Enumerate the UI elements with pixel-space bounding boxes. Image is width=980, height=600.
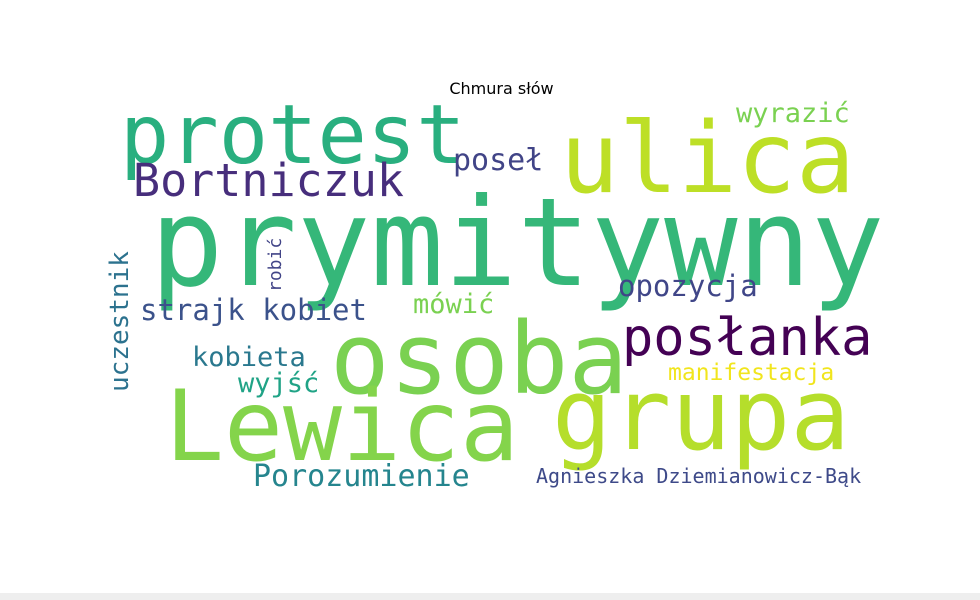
cloud-word-prymitywny: prymitywny bbox=[150, 172, 885, 314]
bottom-scrollbar-track bbox=[0, 593, 980, 600]
cloud-word-opozycja: opozycja bbox=[618, 269, 758, 303]
cloud-word-strajk-kobiet: strajk kobiet bbox=[140, 293, 367, 327]
figure-title: Chmura słów bbox=[449, 79, 554, 98]
cloud-word-lewica: Lewica bbox=[165, 370, 520, 484]
cloud-word-wyjsc: wyjść bbox=[238, 368, 320, 399]
cloud-word-grupa: grupa bbox=[552, 358, 851, 473]
cloud-word-agnieszka-dziemianowicz-bak: Agnieszka Dziemianowicz-Bąk bbox=[536, 464, 862, 488]
cloud-word-ulica: ulica bbox=[560, 102, 856, 216]
cloud-word-osoba: osoba bbox=[330, 302, 629, 417]
cloud-word-uczestnik: uczestnik bbox=[105, 250, 135, 392]
cloud-word-wyrazic: wyrazić bbox=[736, 98, 850, 129]
cloud-word-protest: protest bbox=[120, 88, 466, 183]
cloud-word-manifestacja: manifestacja bbox=[668, 360, 835, 386]
cloud-word-kobieta: kobieta bbox=[192, 342, 306, 373]
cloud-word-poslanka: posłanka bbox=[622, 308, 873, 368]
cloud-word-porozumienie: Porozumienie bbox=[253, 459, 470, 494]
cloud-word-posel: poseł bbox=[453, 143, 544, 178]
cloud-word-robic: robić bbox=[265, 237, 286, 292]
cloud-word-bortniczuk: Bortniczuk bbox=[133, 154, 404, 207]
cloud-word-mowic: mówić bbox=[413, 289, 495, 320]
